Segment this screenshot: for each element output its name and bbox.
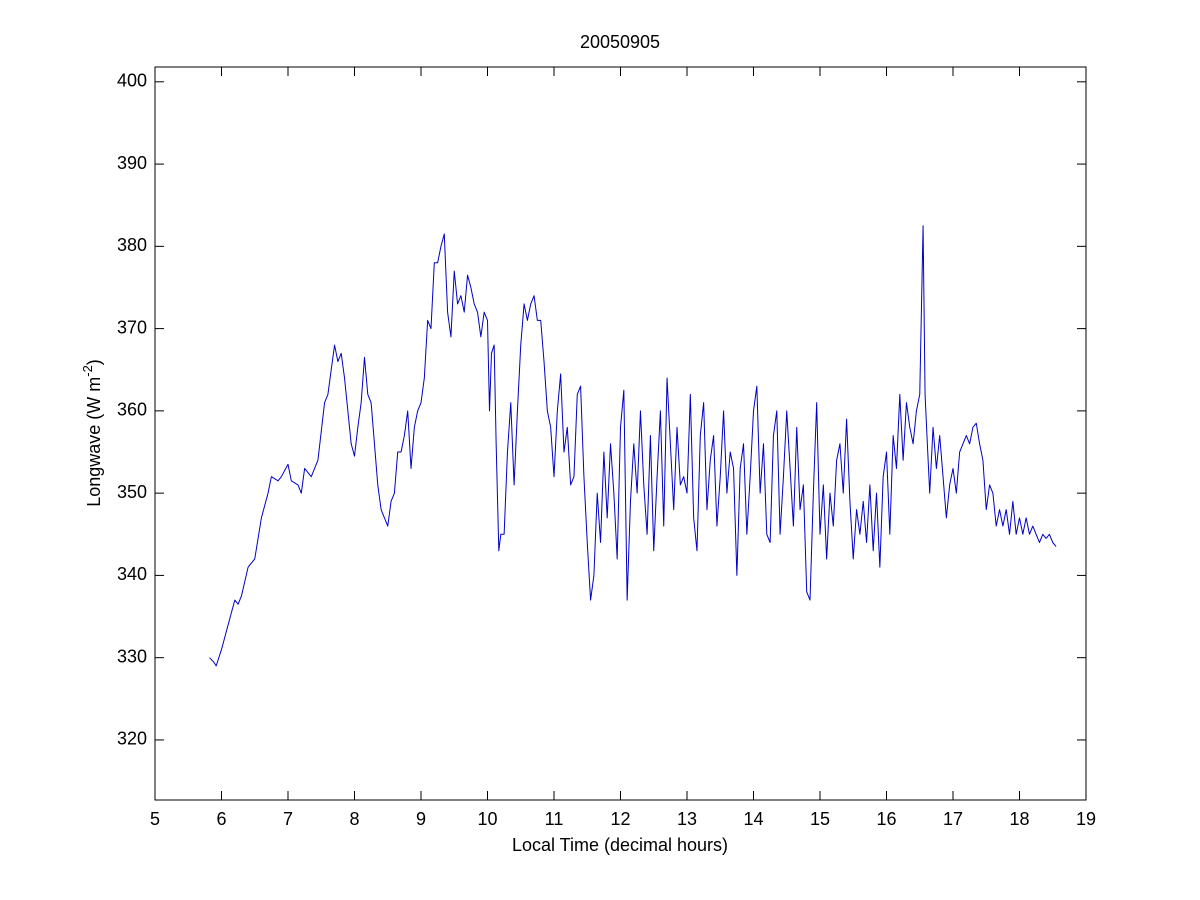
y-tick-label: 400 xyxy=(117,71,147,91)
x-tick-label: 7 xyxy=(283,809,293,829)
y-tick-label: 380 xyxy=(117,235,147,255)
chart-title: 20050905 xyxy=(580,32,660,52)
x-tick-label: 13 xyxy=(677,809,697,829)
y-tick-label: 320 xyxy=(117,729,147,749)
x-tick-label: 10 xyxy=(477,809,497,829)
x-tick-label: 8 xyxy=(349,809,359,829)
x-tick-label: 12 xyxy=(610,809,630,829)
y-tick-label: 360 xyxy=(117,400,147,420)
y-axis-label-text: Longwave (W m xyxy=(84,377,104,507)
y-tick-label: 330 xyxy=(117,646,147,666)
x-tick-label: 14 xyxy=(743,809,763,829)
y-tick-label: 350 xyxy=(117,482,147,502)
y-axis-label-suffix: ) xyxy=(84,359,104,365)
x-tick-label: 11 xyxy=(545,809,564,829)
x-tick-label: 5 xyxy=(150,809,160,829)
x-tick-label: 18 xyxy=(1009,809,1029,829)
x-axis-label: Local Time (decimal hours) xyxy=(512,835,728,855)
x-tick-label: 19 xyxy=(1076,809,1096,829)
y-axis-label: Longwave (W m-2) xyxy=(80,359,104,507)
y-tick-label: 370 xyxy=(117,317,147,337)
y-axis-label-superscript: -2 xyxy=(80,365,95,377)
y-tick-label: 340 xyxy=(117,564,147,584)
x-tick-label: 9 xyxy=(416,809,426,829)
x-tick-label: 15 xyxy=(810,809,830,829)
data-line xyxy=(209,225,1057,667)
y-tick-label: 390 xyxy=(117,153,147,173)
x-tick-label: 17 xyxy=(943,809,963,829)
x-tick-label: 6 xyxy=(216,809,226,829)
x-tick-label: 16 xyxy=(876,809,896,829)
